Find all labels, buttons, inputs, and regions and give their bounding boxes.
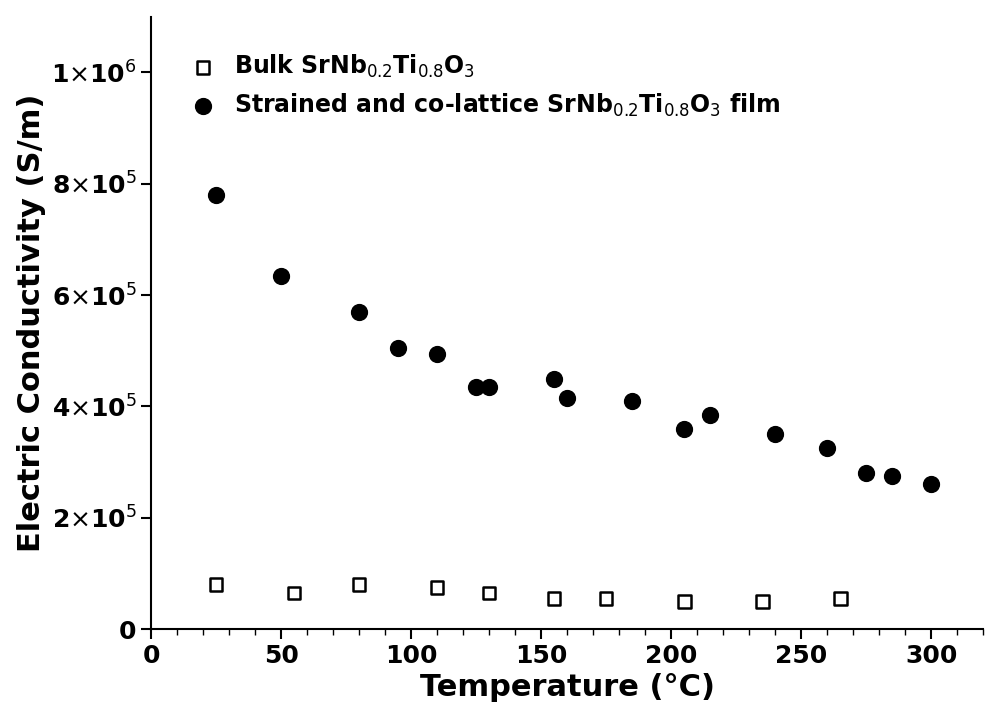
Bulk SrNb$_{0.2}$Ti$_{0.8}$O$_3$ (598, 593, 614, 605)
Strained and co-lattice SrNb$_{0.2}$Ti$_{0.8}$O$_3$ film (676, 423, 692, 434)
Bulk SrNb$_{0.2}$Ti$_{0.8}$O$_3$ (832, 593, 848, 605)
Bulk SrNb$_{0.2}$Ti$_{0.8}$O$_3$ (481, 587, 497, 599)
Strained and co-lattice SrNb$_{0.2}$Ti$_{0.8}$O$_3$ film (468, 381, 484, 393)
Strained and co-lattice SrNb$_{0.2}$Ti$_{0.8}$O$_3$ film (390, 342, 406, 354)
Strained and co-lattice SrNb$_{0.2}$Ti$_{0.8}$O$_3$ film (767, 429, 783, 440)
Y-axis label: Electric Conductivity (S/m): Electric Conductivity (S/m) (17, 93, 46, 552)
Strained and co-lattice SrNb$_{0.2}$Ti$_{0.8}$O$_3$ film (351, 306, 367, 318)
Bulk SrNb$_{0.2}$Ti$_{0.8}$O$_3$ (429, 582, 445, 593)
Strained and co-lattice SrNb$_{0.2}$Ti$_{0.8}$O$_3$ film (923, 479, 939, 490)
Strained and co-lattice SrNb$_{0.2}$Ti$_{0.8}$O$_3$ film (702, 409, 718, 421)
Strained and co-lattice SrNb$_{0.2}$Ti$_{0.8}$O$_3$ film (481, 381, 497, 393)
Strained and co-lattice SrNb$_{0.2}$Ti$_{0.8}$O$_3$ film (858, 467, 874, 479)
Strained and co-lattice SrNb$_{0.2}$Ti$_{0.8}$O$_3$ film (624, 395, 640, 407)
Bulk SrNb$_{0.2}$Ti$_{0.8}$O$_3$ (351, 579, 367, 590)
Strained and co-lattice SrNb$_{0.2}$Ti$_{0.8}$O$_3$ film (546, 373, 562, 385)
Bulk SrNb$_{0.2}$Ti$_{0.8}$O$_3$ (208, 579, 224, 590)
Legend: Bulk SrNb$_{0.2}$Ti$_{0.8}$O$_3$, Strained and co-lattice SrNb$_{0.2}$Ti$_{0.8}$: Bulk SrNb$_{0.2}$Ti$_{0.8}$O$_3$, Strain… (180, 41, 793, 131)
Bulk SrNb$_{0.2}$Ti$_{0.8}$O$_3$ (754, 595, 770, 607)
Strained and co-lattice SrNb$_{0.2}$Ti$_{0.8}$O$_3$ film (819, 442, 835, 454)
Strained and co-lattice SrNb$_{0.2}$Ti$_{0.8}$O$_3$ film (273, 270, 289, 281)
Strained and co-lattice SrNb$_{0.2}$Ti$_{0.8}$O$_3$ film (884, 470, 900, 482)
Bulk SrNb$_{0.2}$Ti$_{0.8}$O$_3$ (546, 593, 562, 605)
Bulk SrNb$_{0.2}$Ti$_{0.8}$O$_3$ (286, 587, 302, 599)
Strained and co-lattice SrNb$_{0.2}$Ti$_{0.8}$O$_3$ film (559, 393, 575, 404)
Bulk SrNb$_{0.2}$Ti$_{0.8}$O$_3$ (676, 595, 692, 607)
Strained and co-lattice SrNb$_{0.2}$Ti$_{0.8}$O$_3$ film (208, 189, 224, 201)
Strained and co-lattice SrNb$_{0.2}$Ti$_{0.8}$O$_3$ film (429, 348, 445, 360)
X-axis label: Temperature (°C): Temperature (°C) (420, 673, 715, 702)
